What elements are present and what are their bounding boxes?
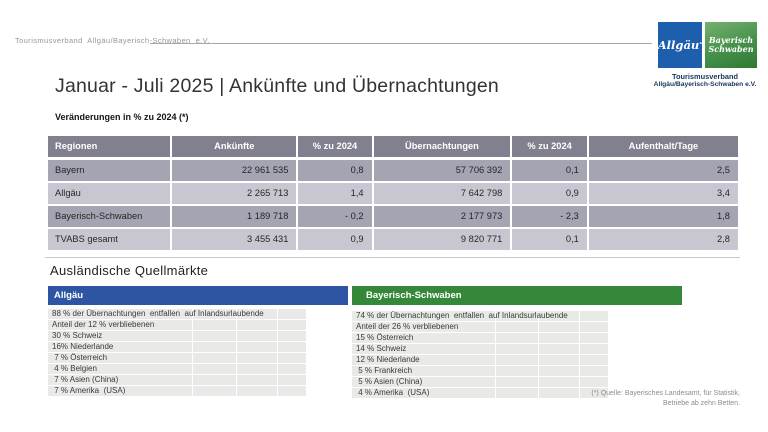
logo-caption: Tourismusverband Allgäu/Bayerisch-Schwab… [645,72,765,89]
table-header-row: Regionen Ankünfte % zu 2024 Übernachtung… [48,136,738,157]
allgaeu-logo-mark: ° [699,41,703,49]
cell-ankuenfte: 1 189 718 [170,206,296,227]
list-item: 15 % Österreich [352,333,608,343]
list-item: 30 % Schweiz [48,331,306,341]
allgaeu-logo: Allgäu ° [658,22,702,68]
cell-aufenthalt: 1,8 [586,206,738,227]
list-item: 7 % Österreich [48,353,306,363]
panel-allgaeu: Allgäu 88 % der Übernachtungen entfallen… [48,286,348,397]
cell-region: Bayerisch-Schwaben [55,211,143,221]
list-item: Anteil der 26 % verbliebenen [352,322,608,332]
panel-bayerisch-schwaben-title-bar: Bayerisch-Schwaben [352,286,682,305]
list-item: 5 % Asien (China) [352,377,608,387]
cell-aufenthalt: 3,4 [586,183,738,204]
table-caption: Veränderungen in % zu 2024 (*) [55,112,189,122]
list-item: 16% Niederlande [48,342,306,352]
bayerisch-schwaben-logo: Bayerisch Schwaben [705,22,757,68]
cell-pct-ankuenfte: 0,9 [296,229,371,250]
column-header-pct-2024-b: % zu 2024 [510,136,587,157]
cell-region: Allgäu [55,188,81,198]
cell-aufenthalt: 2,8 [586,229,738,250]
logo-caption-line2: Allgäu/Bayerisch-Schwaben e.V. [653,81,757,88]
column-header-uebernachtungen: Übernachtungen [371,136,511,157]
cell-pct-ankuenfte: - 0,2 [296,206,371,227]
list-item: 5 % Frankreich [352,366,608,376]
logo-group: Allgäu ° Bayerisch Schwaben Tourismusverb… [645,20,765,92]
column-header-regionen: Regionen [55,141,98,151]
cell-ankuenfte: 2 265 713 [170,183,296,204]
cell-uebernachtungen: 57 706 392 [371,160,511,181]
bayerisch-schwaben-logo-text-line2: Schwaben [708,44,754,54]
source-footnote-line2: Betriebe ab zehn Betten. [662,399,740,407]
statistics-table: Regionen Ankünfte % zu 2024 Übernachtung… [48,136,738,252]
list-item: 7 % Amerika (USA) [48,386,306,396]
list-item: 12 % Niederlande [352,355,608,365]
panel-allgaeu-title-bar: Allgäu [48,286,348,305]
column-header-aufenthalt-tage: Aufenthalt/Tage [586,136,738,157]
cell-pct-uebern: - 2,3 [510,206,587,227]
panel-allgaeu-list: 88 % der Übernachtungen entfallen auf In… [48,309,348,396]
table-row-allgaeu: Allgäu 2 265 713 1,4 7 642 798 0,9 3,4 [48,183,738,204]
bayerisch-schwaben-logo-text-line1: Bayerisch [708,35,754,45]
cell-ankuenfte: 22 961 535 [170,160,296,181]
list-item: 7 % Asien (China) [48,375,306,385]
source-footnote: (*) Quelle: Bayerisches Landesamt, für S… [591,389,740,408]
cell-pct-uebern: 0,9 [510,183,587,204]
cell-ankuenfte: 3 455 431 [170,229,296,250]
cell-region: TVABS gesamt [55,234,118,244]
cell-pct-ankuenfte: 1,4 [296,183,371,204]
source-footnote-line1: (*) Quelle: Bayerisches Landesamt, für S… [591,390,740,397]
cell-pct-ankuenfte: 0,8 [296,160,371,181]
table-row-bayerisch-schwaben: Bayerisch-Schwaben 1 189 718 - 0,2 2 177… [48,206,738,227]
column-header-ankuenfte: Ankünfte [170,136,296,157]
table-row-tvabs-gesamt: TVABS gesamt 3 455 431 0,9 9 820 771 0,1… [48,229,738,250]
logo-caption-line1: Tourismusverband [672,72,738,81]
column-header-pct-2024-a: % zu 2024 [296,136,371,157]
cell-region: Bayern [55,165,85,175]
list-item: 74 % der Übernachtungen entfallen auf In… [352,311,608,321]
list-item: Anteil der 12 % verbliebenen [48,320,306,330]
section-divider-line [45,257,740,258]
allgaeu-logo-text: Allgäu [657,38,700,52]
cell-uebernachtungen: 9 820 771 [371,229,511,250]
section-heading: Ausländische Quellmärkte [50,263,209,278]
corner-org-text: Tourismusverband Allgäu/Bayerisch-Schwab… [15,36,210,45]
cell-pct-uebern: 0,1 [510,229,587,250]
page-title: Januar - Juli 2025 | Ankünfte und Überna… [55,75,499,97]
list-item: 4 % Amerika (USA) [352,388,608,398]
list-item: 14 % Schweiz [352,344,608,354]
cell-aufenthalt: 2,5 [586,160,738,181]
list-item: 4 % Belgien [48,364,306,374]
cell-pct-uebern: 0,1 [510,160,587,181]
panel-bayerisch-schwaben-list: 74 % der Übernachtungen entfallen auf In… [352,311,682,398]
list-item: 88 % der Übernachtungen entfallen auf In… [48,309,306,319]
table-row-bayern: Bayern 22 961 535 0,8 57 706 392 0,1 2,5 [48,160,738,181]
cell-uebernachtungen: 7 642 798 [371,183,511,204]
cell-uebernachtungen: 2 177 973 [371,206,511,227]
panel-bayerisch-schwaben: Bayerisch-Schwaben 74 % der Übernachtung… [352,286,682,399]
header-divider-line [150,43,652,44]
